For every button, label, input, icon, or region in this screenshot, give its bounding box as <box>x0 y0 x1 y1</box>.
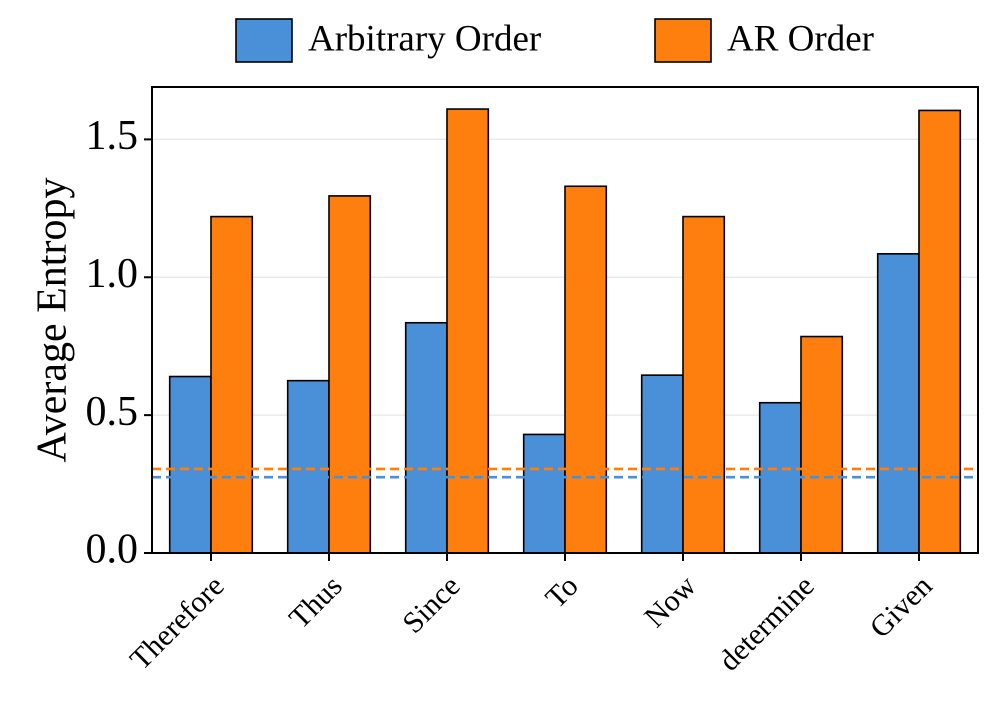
y-axis: 0.0 0.5 1.0 1.5 <box>86 113 152 573</box>
legend-label: Arbitrary Order <box>308 18 541 59</box>
reference-lines <box>152 467 978 479</box>
bar-ar-order <box>682 215 726 554</box>
x-tick-label: Now <box>638 569 703 634</box>
x-tick-label: Given <box>863 569 938 644</box>
x-tick-label: determine <box>713 569 821 677</box>
bar-ar-order <box>210 215 254 554</box>
bar-ar-order <box>446 108 490 554</box>
bar-ar-order <box>328 195 372 554</box>
bar-arbitrary-order <box>168 375 212 554</box>
y-tick-label: 0.5 <box>86 389 139 435</box>
bar-arbitrary-order <box>640 374 684 554</box>
bar-arbitrary-order <box>404 321 448 554</box>
y-tick-label: 0.0 <box>86 527 139 573</box>
x-tick-label: Since <box>396 569 466 639</box>
bar-arbitrary-order <box>286 379 330 554</box>
bar-arbitrary-order <box>758 401 802 554</box>
x-tick-label: Thus <box>283 569 349 635</box>
bar-ar-order <box>918 109 962 554</box>
bars <box>168 108 962 554</box>
x-tick-label: Therefore <box>124 569 231 676</box>
bar-ar-order <box>564 185 608 554</box>
bar-arbitrary-order <box>522 433 566 554</box>
y-tick-label: 1.0 <box>86 251 139 297</box>
bar-arbitrary-order <box>876 253 920 554</box>
legend-label: AR Order <box>727 18 874 59</box>
x-tick-label: To <box>539 569 584 614</box>
x-axis: Therefore Thus Since To Now determine Given <box>124 553 939 677</box>
bar-ar-order <box>800 335 844 554</box>
y-axis-label: Average Entropy <box>30 178 76 463</box>
legend-swatch <box>654 18 712 63</box>
legend-swatch <box>235 18 293 63</box>
y-tick-label: 1.5 <box>86 113 139 159</box>
legend: Arbitrary Order AR Order <box>235 18 874 63</box>
